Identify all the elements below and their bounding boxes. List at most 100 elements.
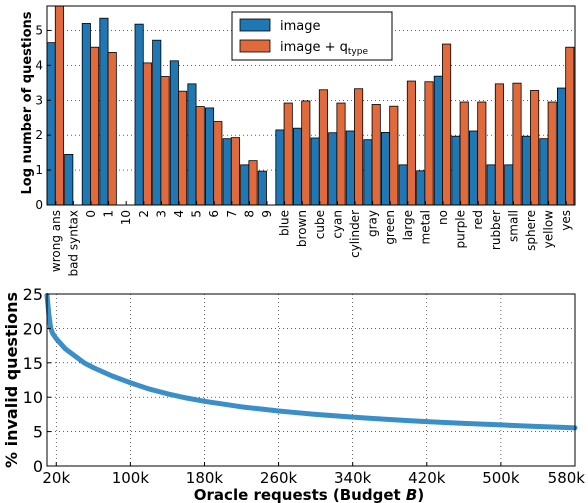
bar-image-blue xyxy=(275,129,285,206)
line-y-tick-label: 25 xyxy=(23,285,43,304)
bar-y-axis-label: Log number of questions xyxy=(20,11,35,194)
bar-x-tick-label: red xyxy=(471,210,485,230)
bar-x-tick-label: sphere xyxy=(524,210,538,251)
bar-image-yes xyxy=(557,87,567,206)
line-x-axis-label: Oracle requests (Budget B) xyxy=(194,486,424,503)
line-y-axis-label: % invalid questions xyxy=(2,292,21,468)
bar-x-tick-label: blue xyxy=(278,210,292,236)
bar-x-tick-label: 3 xyxy=(154,210,168,218)
bar-x-tick-label: green xyxy=(383,210,397,245)
bar-image-brown xyxy=(292,127,303,206)
bar-image-wrong-ans xyxy=(46,42,56,206)
bar-x-tick-label: bad syntax xyxy=(66,210,80,277)
line-x-axis-label-close: ) xyxy=(417,486,424,503)
bar-x-ticks: wrong ans bad syntax 0 1 10 2 3 4 5 6 7 8 9 blue brown… xyxy=(49,201,573,277)
bar-image-qtype-no xyxy=(442,43,452,206)
bar-image-no xyxy=(433,75,443,206)
line-x-tick-label: 420k xyxy=(408,469,446,487)
bar-y-tick-label: 2 xyxy=(35,128,43,142)
bar-image-qtype-8 xyxy=(248,160,258,206)
bar-x-tick-label: 10 xyxy=(119,210,133,225)
bar-x-tick-label: brown xyxy=(295,210,309,247)
line-y-ticks: 0 5 10 15 20 25 xyxy=(23,285,51,476)
line-chart: 0 5 10 15 20 25 20k 100k 180k 260k 340k 420k 500k 58… xyxy=(2,285,585,503)
bar-x-tick-label: cylinder xyxy=(348,210,362,258)
bar-image-6 xyxy=(204,107,215,206)
bar-x-tick-label: gray xyxy=(366,210,380,237)
line-x-tick-label: 180k xyxy=(186,469,224,487)
line-y-tick-label: 0 xyxy=(33,457,43,476)
bar-image-qtype-brown xyxy=(301,100,311,206)
bar-x-tick-label: 6 xyxy=(207,210,221,218)
bar-image-large xyxy=(398,164,408,206)
bar-image-qtype-yes xyxy=(565,46,575,206)
bar-image-cube xyxy=(310,137,320,206)
bar-y-tick-label: 5 xyxy=(35,23,43,37)
bar-image-sphere xyxy=(521,135,531,206)
bar-x-tick-label: 8 xyxy=(242,210,256,218)
bar-y-tick-label: 3 xyxy=(35,93,43,107)
bar-image-qtype-small xyxy=(512,82,522,206)
bar-image-green xyxy=(380,131,391,206)
bar-x-tick-label: 4 xyxy=(172,210,186,218)
bar-image-qtype-green xyxy=(389,105,399,206)
bar-image-3 xyxy=(152,39,162,206)
bar-y-tick-label: 0 xyxy=(35,198,43,212)
bar-image-rubber xyxy=(486,164,496,206)
legend-swatch xyxy=(239,39,271,53)
bar-x-tick-label: metal xyxy=(418,210,432,244)
bar-x-tick-label: yes xyxy=(559,210,573,231)
bar-image-cyan xyxy=(328,132,338,206)
bar-image-2 xyxy=(134,23,144,206)
line-series-invalid-questions xyxy=(44,292,578,431)
bar-image-qtype-gray xyxy=(371,104,381,206)
line-x-ticks: 20k 100k 180k 260k 340k 420k 500k 580k xyxy=(42,462,585,487)
legend-swatch xyxy=(239,18,271,32)
bar-x-tick-label: large xyxy=(401,210,415,240)
bar-image-qtype-6 xyxy=(213,121,223,206)
bar-y-tick-label: 4 xyxy=(35,58,43,72)
bar-x-tick-label: wrong ans xyxy=(49,210,63,272)
line-x-tick-label: 20k xyxy=(42,469,70,487)
bar-image-qtype-1 xyxy=(107,52,117,206)
line-x-tick-label: 340k xyxy=(334,469,372,487)
bar-y-ticks: 0 1 2 3 4 5 xyxy=(35,23,51,212)
bar-image-qtype-purple xyxy=(459,101,469,206)
bar-image-small xyxy=(504,164,514,206)
bar-x-tick-label: 5 xyxy=(190,210,204,218)
bar-y-tick-label: 1 xyxy=(35,163,43,177)
bar-image-qtype-3 xyxy=(160,76,170,206)
bar-x-tick-label: 0 xyxy=(84,210,98,218)
line-x-axis-label-text: Oracle requests (Budget xyxy=(194,486,406,503)
bar-x-tick-label: small xyxy=(506,210,520,242)
bar-x-tick-label: cube xyxy=(313,210,327,239)
line-y-tick-label: 20 xyxy=(23,319,43,338)
bar-x-tick-label: rubber xyxy=(489,210,503,250)
legend-label: image + qtype xyxy=(280,40,368,57)
line-y-tick-label: 15 xyxy=(23,354,43,373)
bar-image-yellow xyxy=(539,138,549,206)
line-x-tick-label: 580k xyxy=(548,469,586,487)
bar-image-qtype-yellow xyxy=(547,101,557,206)
bar-x-tick-label: 7 xyxy=(225,210,239,218)
bar-image-qtype-wrong-ans xyxy=(54,5,64,206)
bar-image-qtype-0 xyxy=(90,46,100,206)
bar-image-qtype-sphere xyxy=(530,90,540,206)
bar-x-tick-label: no xyxy=(436,210,450,225)
bar-image-1 xyxy=(99,17,109,206)
bar-image-qtype-cube xyxy=(318,89,328,206)
line-y-tick-label: 10 xyxy=(23,388,43,407)
bar-image-qtype-red xyxy=(477,101,487,206)
bar-image-qtype-4 xyxy=(178,90,188,206)
bar-image-qtype-7 xyxy=(230,137,240,206)
bar-image-purple xyxy=(451,135,461,206)
bar-image-qtype-5 xyxy=(195,106,205,206)
bar-x-tick-label: yellow xyxy=(542,210,556,248)
bar-legend: image image + qtype xyxy=(231,11,393,61)
bar-image-0 xyxy=(81,23,91,206)
line-x-tick-label: 260k xyxy=(260,469,298,487)
line-x-tick-label: 500k xyxy=(482,469,520,487)
bar-x-tick-label: 2 xyxy=(137,210,151,218)
